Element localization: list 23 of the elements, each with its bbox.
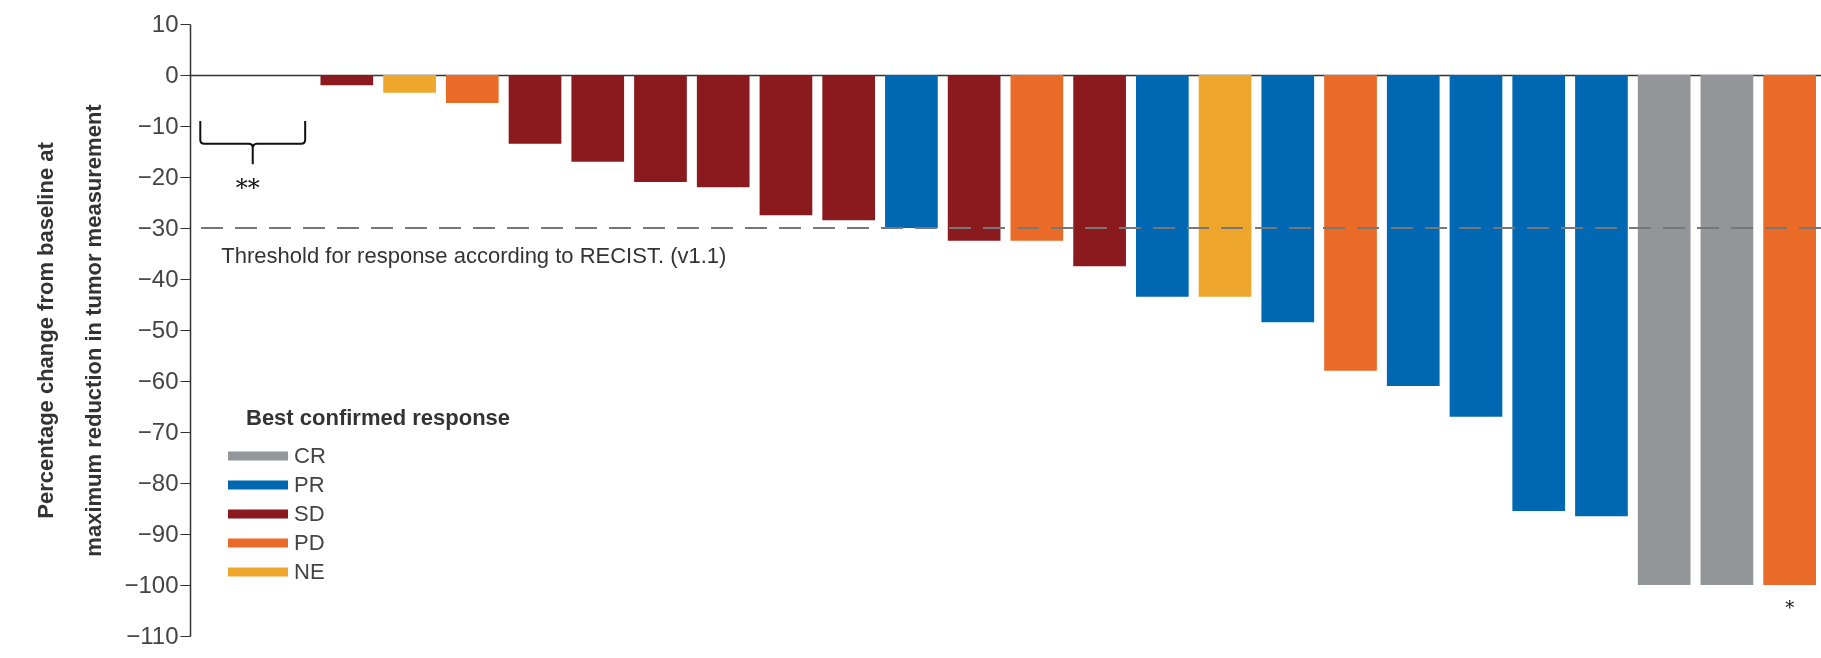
annotation: **	[235, 174, 260, 202]
legend-label: CR	[294, 443, 326, 468]
legend-label: PD	[294, 530, 325, 555]
legend-label: SD	[294, 501, 325, 526]
y-tick-label: −50	[137, 315, 179, 343]
annotation: *	[1785, 597, 1795, 619]
y-tick-label: −40	[137, 264, 179, 292]
y-tick-label: −110	[126, 621, 179, 649]
legend-label: NE	[294, 559, 325, 584]
y-tick-label: −80	[137, 468, 179, 496]
y-tick-label: 0	[165, 60, 179, 88]
y-tick-label: −10	[137, 111, 179, 139]
legend-title: Best confirmed response	[246, 405, 511, 430]
y-tick-label: −90	[137, 519, 179, 547]
y-tick-label: −100	[124, 570, 179, 598]
ref-line-label: Threshold for response according to RECIST. (v1.1)	[221, 243, 727, 268]
y-tick-label: −60	[137, 366, 179, 394]
y-tick-label: −20	[137, 162, 179, 190]
y-tick-label: −30	[137, 213, 179, 241]
legend-label: PR	[294, 472, 325, 497]
y-tick-label: −70	[137, 417, 179, 445]
y-tick-label: 10	[151, 9, 179, 37]
y-axis-title: Percentage change from baseline at maximum reduction in tumor measurement	[33, 103, 107, 557]
